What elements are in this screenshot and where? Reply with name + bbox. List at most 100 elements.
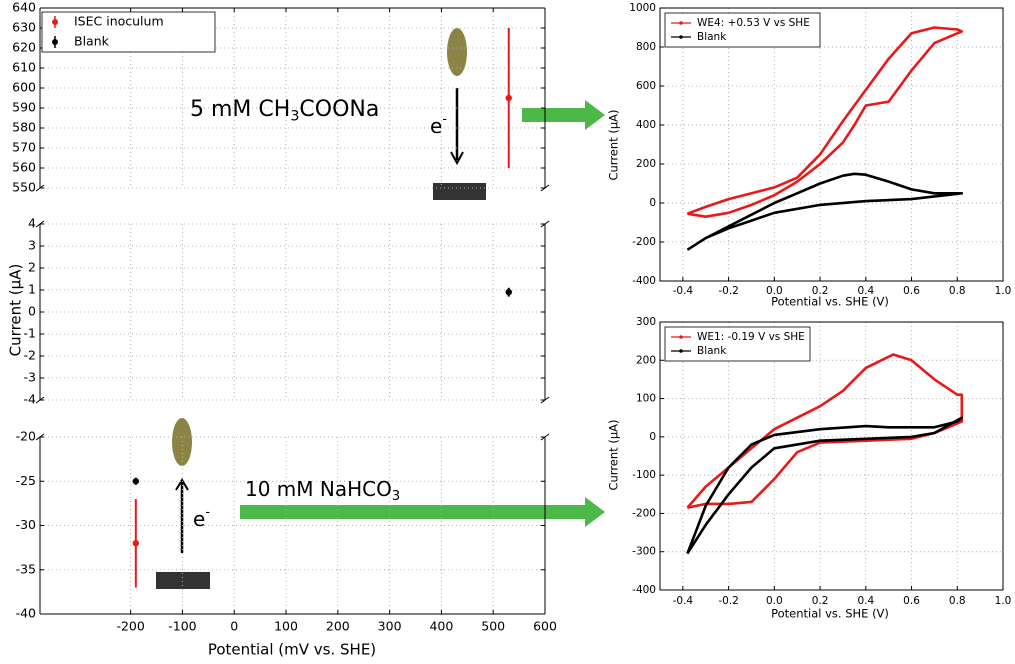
x-tick-label: 0.6 [903, 595, 920, 607]
data-point [505, 289, 512, 296]
axis-break [540, 184, 550, 192]
data-point [132, 478, 140, 485]
y-tick-label: 600 [12, 80, 36, 95]
annotation-part: e [193, 507, 205, 531]
annotation-part: 5 mM CH [190, 97, 290, 122]
x-tick-label: 0.6 [903, 285, 920, 297]
x-tick-label: 0 [230, 619, 238, 634]
y-tick-label: -20 [16, 429, 36, 444]
x-tick-label: 1.0 [995, 595, 1012, 607]
y-tick-label: -2 [24, 348, 36, 363]
x-tick-label: 100 [274, 619, 298, 634]
y-tick-label: 200 [636, 354, 656, 366]
y-tick-label: -1 [24, 326, 36, 341]
y-axis-label: Current (μA) [607, 109, 621, 180]
annotation-part: 3 [290, 109, 299, 125]
y-tick-label: 200 [636, 158, 656, 170]
x-tick-label: 400 [429, 619, 453, 634]
legend-swatch [679, 349, 683, 353]
annotation-part: COONa [299, 97, 379, 122]
x-tick-label: 0.0 [766, 595, 783, 607]
y-tick-label: 620 [12, 40, 36, 55]
y-tick-label: -25 [16, 473, 36, 488]
cv-curve [686, 172, 964, 251]
y-tick-label: -400 [632, 275, 656, 287]
legend-box [664, 12, 821, 48]
x-tick-label: -0.2 [718, 595, 739, 607]
y-tick-label: 0 [28, 304, 36, 319]
y-tick-label: -4 [24, 392, 37, 407]
y-tick-label: -3 [24, 370, 36, 385]
x-axis-label: Potential vs. SHE (V) [771, 295, 889, 309]
axis-break [540, 220, 550, 228]
annotation: 5 mM CH3COONa [190, 97, 379, 125]
y-tick-label: 630 [12, 20, 36, 35]
x-tick-label: 0.4 [857, 595, 874, 607]
x-tick-label: 600 [533, 619, 557, 634]
x-tick-label: 500 [481, 619, 505, 634]
axis-break [35, 184, 45, 192]
x-tick-label: 0.2 [812, 595, 829, 607]
y-tick-label: 0 [649, 431, 656, 443]
y-tick-label: -400 [632, 584, 656, 596]
x-tick-label: 1.0 [995, 285, 1012, 297]
annotation: e- [193, 505, 210, 531]
axis-break [540, 396, 550, 404]
legend-swatch [679, 335, 683, 339]
annotation: 10 mM NaHCO3 [245, 477, 400, 504]
legend-label: Blank [697, 31, 727, 43]
y-tick-label: -100 [632, 469, 656, 481]
x-tick-label: -0.4 [673, 595, 694, 607]
y-tick-label: 570 [12, 140, 36, 155]
legend-swatch [679, 35, 683, 39]
y-tick-label: -300 [632, 546, 656, 558]
cv-curve [686, 26, 964, 218]
green-arrow [240, 497, 605, 527]
y-tick-label: -40 [16, 606, 36, 621]
x-tick-label: 0.8 [949, 285, 966, 297]
legend-swatch [52, 39, 58, 45]
annotation-part: - [442, 112, 447, 127]
y-tick-label: -30 [16, 517, 36, 532]
y-tick-label: 600 [636, 80, 656, 92]
electrode [156, 572, 210, 589]
y-tick-label: 100 [636, 393, 656, 405]
y-axis-label: Current (μA) [607, 419, 621, 490]
y-tick-label: 2 [28, 260, 36, 275]
x-tick-label: 300 [378, 619, 402, 634]
y-tick-label: -200 [632, 236, 656, 248]
y-tick-label: 0 [649, 197, 656, 209]
electron-arrow-head [175, 478, 189, 491]
legend-label: ISEC inoculum [74, 14, 164, 29]
legend-box [41, 11, 216, 53]
plot-frame [659, 7, 1004, 282]
data-point [505, 94, 512, 102]
y-tick-label: 400 [636, 119, 656, 131]
x-tick-label: -200 [116, 619, 144, 634]
electron-arrow-head [450, 151, 464, 166]
y-tick-label: 590 [12, 100, 36, 115]
legend-swatch [52, 19, 58, 25]
y-tick-label: 300 [636, 316, 656, 328]
y-tick-label: 4 [28, 216, 36, 231]
y-tick-label: 3 [28, 238, 36, 253]
cv-curve [686, 353, 964, 509]
annotation-part: 10 mM NaHCO [245, 477, 392, 501]
x-tick-label: 0.0 [766, 285, 783, 297]
y-tick-label: 1 [28, 282, 36, 297]
x-tick-label: -100 [168, 619, 196, 634]
x-tick-label: 200 [326, 619, 350, 634]
data-point [132, 540, 140, 547]
legend-label: WE1: -0.19 V vs SHE [697, 331, 805, 343]
legend-label: WE4: +0.53 V vs SHE [697, 17, 810, 29]
y-tick-label: 640 [12, 0, 36, 15]
x-tick-label: -0.4 [673, 285, 694, 297]
legend-swatch [679, 21, 683, 25]
y-tick-label: 610 [12, 60, 36, 75]
bacterium [447, 28, 467, 76]
x-tick-label: 0.4 [857, 285, 874, 297]
y-tick-label: 550 [12, 180, 36, 195]
annotation-part: 3 [392, 489, 400, 504]
axis-break [35, 433, 45, 441]
